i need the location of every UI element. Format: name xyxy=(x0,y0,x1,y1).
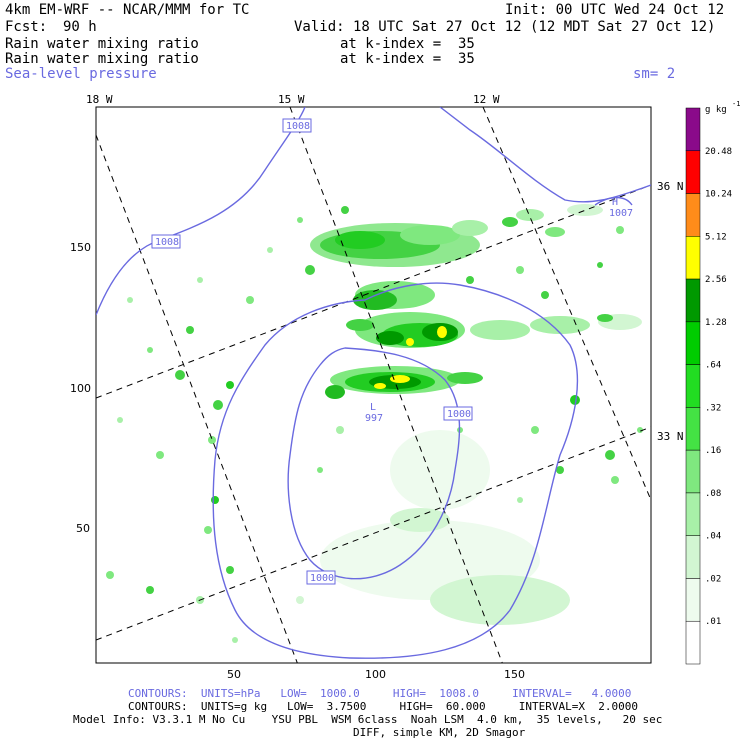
colorbar-swatch xyxy=(685,535,701,579)
x-tick-150: 150 xyxy=(504,668,525,681)
colorbar-label: .64 xyxy=(705,361,721,371)
colorbar-swatch xyxy=(685,321,701,365)
lat-label-36n: 36 N xyxy=(657,180,684,193)
lat-label-33n: 33 N xyxy=(657,430,684,443)
valid-time: Valid: 18 UTC Sat 27 Oct 12 (12 MDT Sat … xyxy=(294,19,716,35)
colorbar-label: 10.24 xyxy=(705,190,732,200)
y-tick-100: 100 xyxy=(70,382,91,395)
colorbar-swatch xyxy=(685,449,701,494)
colorbar-label: 1.28 xyxy=(705,318,727,328)
footer-diffusion: DIFF, simple KM, 2D Smagor xyxy=(353,726,526,739)
pressure-label-1000-east: 1000 xyxy=(447,409,471,420)
colorbar-label: .01 xyxy=(705,617,721,627)
x-tick-100: 100 xyxy=(365,668,386,681)
colorbar-unit-exponent: -1 xyxy=(732,100,740,108)
rain-field xyxy=(106,204,643,643)
colorbar-swatch xyxy=(685,407,701,451)
colorbar-label: .32 xyxy=(705,403,721,413)
colorbar-label: 2.56 xyxy=(705,275,727,285)
latlon-grid xyxy=(96,107,651,663)
footer-contours-rain: CONTOURS: UNITS=g kg LOW= 3.7500 HIGH= 6… xyxy=(128,700,638,713)
init-time: Init: 00 UTC Wed 24 Oct 12 xyxy=(505,2,725,18)
field-3-name: Sea-level pressure xyxy=(5,66,157,82)
colorbar-swatch xyxy=(685,492,701,536)
lon-label-15w: 15 W xyxy=(278,93,305,106)
colorbar-swatch xyxy=(685,578,701,622)
field-2-name: Rain water mixing ratio xyxy=(5,51,199,67)
smoothing-label: sm= 2 xyxy=(633,66,676,82)
lon-label-12w: 12 W xyxy=(473,93,500,106)
colorbar-swatch xyxy=(685,107,701,152)
colorbar-label: .04 xyxy=(705,532,721,542)
model-title: 4km EM-WRF -- NCAR/MMM for TC xyxy=(5,2,250,18)
x-tick-50: 50 xyxy=(227,668,241,681)
low-marker: L xyxy=(370,402,376,413)
colorbar-label: .16 xyxy=(705,446,721,456)
colorbar-swatch xyxy=(685,236,701,280)
field-1-name: Rain water mixing ratio xyxy=(5,36,199,52)
pressure-contours xyxy=(96,107,651,659)
colorbar-unit: g kg xyxy=(705,105,727,115)
pressure-label-997: 997 xyxy=(365,413,383,424)
pressure-labels: 1008 1008 1007 1000 1000 997 L H xyxy=(151,118,633,585)
field-2-level: at k-index = 35 xyxy=(340,51,475,67)
pressure-label-1007: 1007 xyxy=(609,208,633,219)
colorbar-label: .02 xyxy=(705,574,721,584)
colorbar-swatch xyxy=(685,193,701,237)
colorbar-label: 20.48 xyxy=(705,147,732,157)
pressure-label-1008-top: 1008 xyxy=(286,121,310,132)
colorbar-label: 5.12 xyxy=(705,232,727,242)
y-tick-150: 150 xyxy=(70,241,91,254)
footer-contours-slp: CONTOURS: UNITS=hPa LOW= 1000.0 HIGH= 10… xyxy=(128,687,632,700)
pressure-label-1000-south: 1000 xyxy=(310,573,334,584)
y-tick-50: 50 xyxy=(76,522,90,535)
colorbar xyxy=(685,107,701,665)
colorbar-swatch xyxy=(685,278,701,323)
high-marker: H xyxy=(612,197,618,208)
colorbar-label: .08 xyxy=(705,489,721,499)
forecast-hours: 90 h xyxy=(63,19,97,35)
pressure-label-1008-left: 1008 xyxy=(155,237,179,248)
field-1-level: at k-index = 35 xyxy=(340,36,475,52)
colorbar-swatch xyxy=(685,150,701,194)
lon-label-18w: 18 W xyxy=(86,93,113,106)
colorbar-swatch xyxy=(685,364,701,408)
footer-model-info: Model Info: V3.3.1 M No Cu YSU PBL WSM 6… xyxy=(73,713,663,726)
forecast-label: Fcst: xyxy=(5,19,48,35)
colorbar-swatch xyxy=(685,620,701,665)
